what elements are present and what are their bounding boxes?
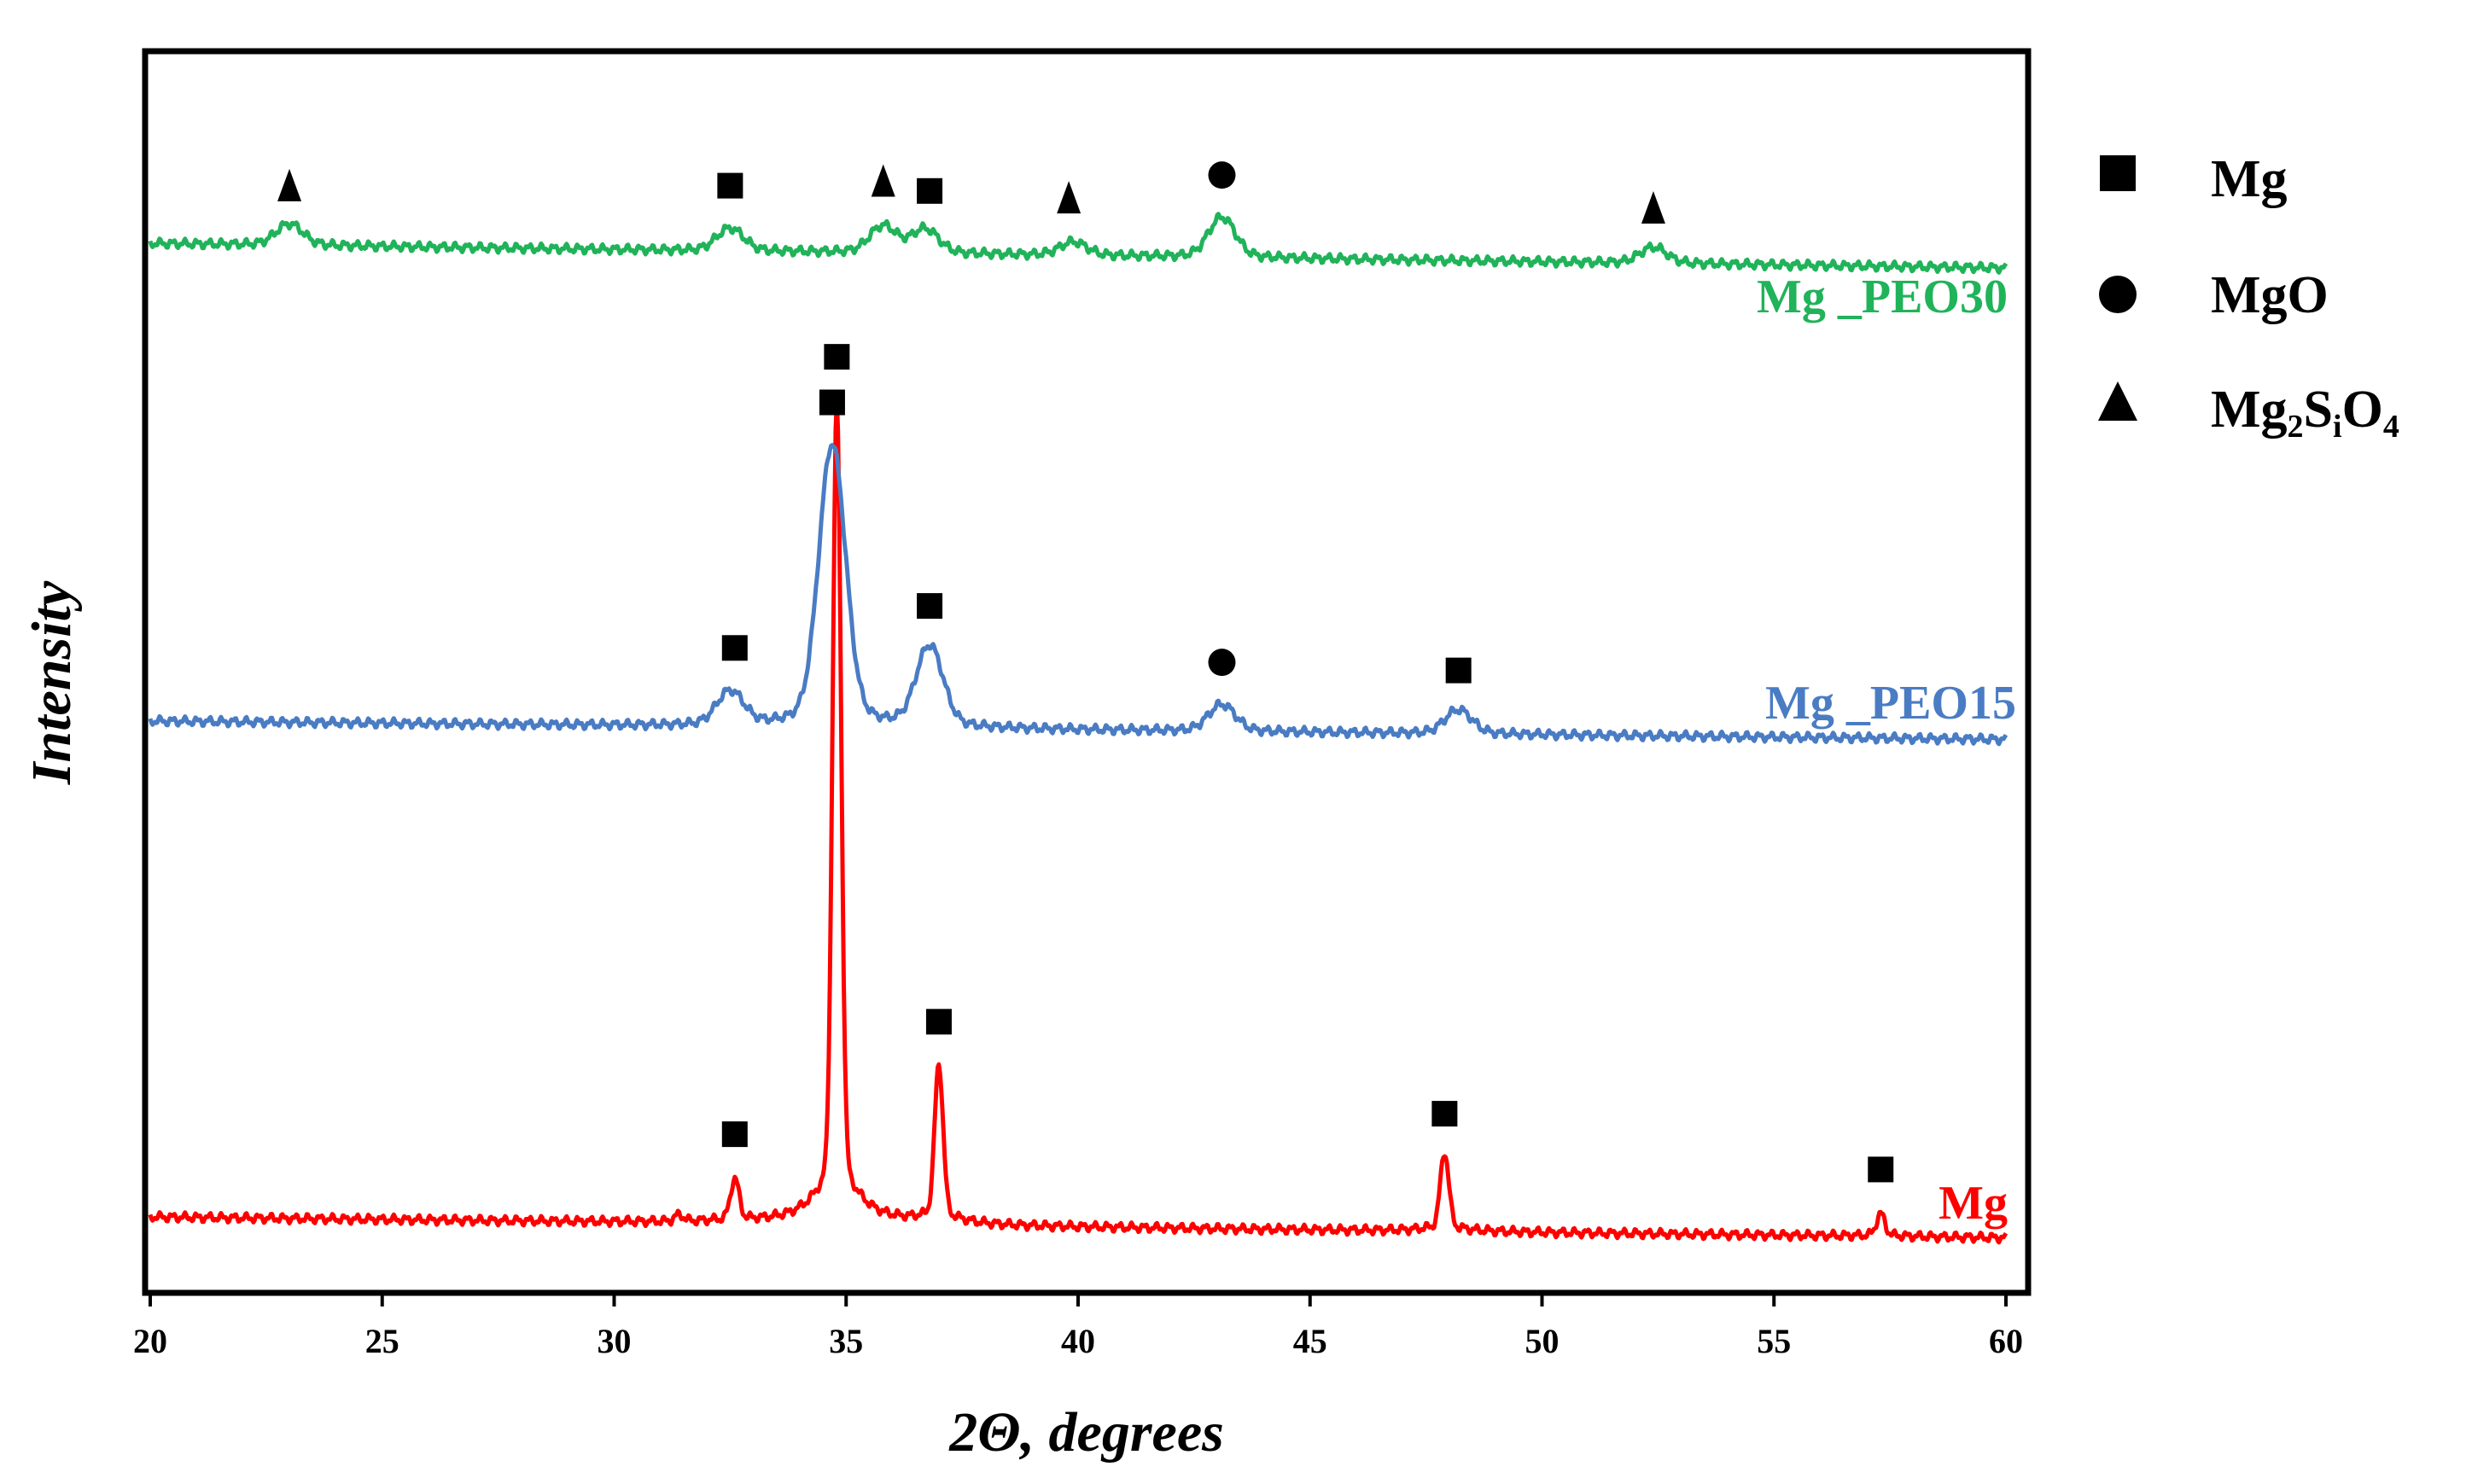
marker-mg-3-square [1431, 1101, 1458, 1127]
x-tick-label-40: 40 [1061, 1322, 1095, 1360]
legend-label-mg2sio4-sub-4: 4 [2383, 409, 2399, 445]
marker-mg-peo15-4-square [1445, 657, 1472, 684]
series-label-mg: Mg [1939, 1177, 2008, 1230]
trace-layer [148, 212, 2008, 1245]
marker-mg-peo30-5-circle [1208, 161, 1236, 189]
x-tick-label-60: 60 [1989, 1322, 2023, 1360]
legend: Mg MgO Mg2SiO4 [2098, 150, 2399, 445]
plot-frame [142, 48, 2032, 1296]
marker-mg-peo15-0-square [721, 635, 748, 661]
legend-label-mg2sio4: Mg2SiO4 [2211, 381, 2399, 445]
series-label-mg-peo30: Mg _PEO30 [1757, 271, 2008, 323]
series-label-layer: Mg Mg _PEO15 Mg _PEO30 [1757, 271, 2016, 1230]
marker-mg-peo30-6-triangle [1641, 191, 1665, 224]
legend-triangle-icon [2098, 381, 2137, 421]
marker-mg-0-square [721, 1121, 748, 1148]
legend-square-icon [2100, 155, 2136, 191]
legend-label-mg: Mg [2211, 150, 2288, 208]
marker-mg-peo15-3-circle [1208, 649, 1236, 677]
marker-mg-peo30-1-square [717, 172, 743, 199]
trace-mg-peo15 [148, 443, 2008, 747]
marker-mg-peo15-2-square [917, 593, 943, 620]
legend-label-mg2sio4-s: S [2304, 381, 2333, 439]
x-axis: 20 25 30 35 40 45 50 55 60 [133, 1293, 2023, 1360]
legend-label-mg2sio4-sub-2: 2 [2288, 409, 2304, 445]
x-tick-label-50: 50 [1525, 1322, 1560, 1360]
marker-mg-peo15-1-square [819, 389, 845, 416]
trace-mg-peo30 [148, 212, 2008, 275]
marker-mg-4-square [1868, 1156, 1894, 1183]
marker-mg-peo30-0-triangle [277, 168, 302, 201]
x-tick-label-30: 30 [598, 1322, 632, 1360]
marker-mg-peo30-4-triangle [1057, 181, 1082, 214]
x-tick-label-45: 45 [1293, 1322, 1327, 1360]
legend-label-mg2sio4-sub-i: i [2333, 409, 2342, 445]
x-tick-label-55: 55 [1757, 1322, 1791, 1360]
x-tick-label-25: 25 [365, 1322, 399, 1360]
legend-circle-icon [2099, 276, 2137, 313]
peak-marker-layer [277, 161, 1894, 1183]
marker-mg-peo30-2-triangle [871, 164, 895, 197]
marker-mg-1-square [824, 344, 850, 370]
y-axis-title: Intensity [20, 580, 83, 785]
trace-mg [148, 397, 2008, 1245]
legend-label-mgo: MgO [2211, 266, 2329, 324]
x-tick-label-35: 35 [829, 1322, 863, 1360]
x-axis-title: 2Θ, degrees [948, 1401, 1224, 1464]
x-tick-label-20: 20 [133, 1322, 167, 1360]
series-label-mg-peo15: Mg _PEO15 [1765, 677, 2016, 730]
marker-mg-2-square [925, 1009, 952, 1035]
marker-mg-peo30-3-square [917, 177, 943, 204]
legend-label-mg2sio4-o: O [2342, 381, 2383, 439]
legend-label-mg2sio4-main: Mg [2211, 381, 2288, 439]
